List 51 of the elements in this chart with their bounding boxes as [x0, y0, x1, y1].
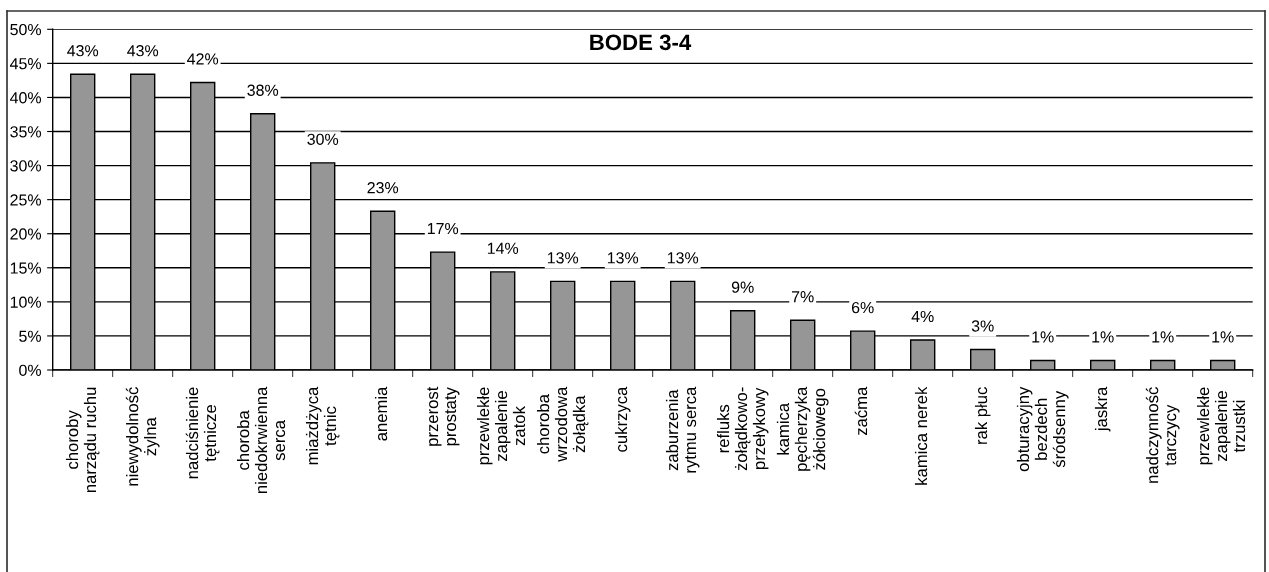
data-label: 42%: [187, 53, 219, 65]
data-label: 7%: [791, 291, 814, 303]
data-label: 1%: [1032, 331, 1054, 343]
y-tick-label: 45%: [9, 58, 42, 70]
data-label: 13%: [547, 252, 579, 264]
x-tick-label: anemia: [374, 386, 388, 441]
x-tick-label: obturacyjny bezdech śródsenny: [1016, 386, 1069, 472]
data-label: 1%: [1092, 331, 1114, 343]
x-tick-label: nadczynność tarczycy: [1145, 387, 1180, 483]
x-tick-label: zaburzenia rytmu serca: [665, 386, 700, 473]
data-label: 1%: [1212, 331, 1234, 343]
chart-title: BODE 3-4: [590, 34, 692, 51]
data-label: 3%: [971, 320, 994, 332]
data-label: 38%: [247, 84, 279, 96]
data-label: 6%: [851, 301, 874, 314]
data-label: 9%: [731, 281, 754, 293]
x-tick-label: kamica pęcherzyka żółciowego: [776, 386, 829, 471]
x-tick-label: choroba niedokrwienna serca: [236, 386, 286, 494]
x-tick-label: refluks żołądkowo- przełykowy: [716, 387, 769, 471]
x-tick-label: jaskra: [1094, 386, 1111, 432]
y-tick-label: 25%: [10, 194, 42, 206]
x-tick-label: miażdżyca tętnic: [305, 386, 340, 465]
x-tick-label: nadciśnienie tętnicze: [185, 387, 220, 479]
data-label: 43%: [67, 45, 99, 57]
data-label: 43%: [127, 45, 159, 57]
data-label: 17%: [427, 222, 459, 235]
x-tick-label: cukrzyca: [614, 386, 631, 452]
data-label: 23%: [367, 182, 399, 194]
x-tick-label: zaćma: [854, 386, 868, 436]
x-tick-label: przerost prostaty: [427, 386, 460, 446]
data-label: 14%: [487, 242, 519, 254]
y-tick-label: 15%: [10, 262, 42, 274]
y-tick-label: 35%: [10, 126, 42, 138]
y-tick-label: 0%: [19, 364, 42, 376]
data-label: 13%: [667, 252, 699, 264]
data-label: 13%: [607, 252, 639, 264]
x-tick-label: niewydolność żylna: [125, 387, 160, 486]
y-tick-label: 5%: [19, 330, 42, 342]
y-tick-label: 10%: [10, 296, 42, 308]
x-tick-label: przewlekłe zapalenie trzustki: [1196, 387, 1246, 465]
y-tick-label: 30%: [10, 160, 42, 172]
x-tick-label: rak płuc: [974, 387, 991, 444]
y-tick-label: 40%: [9, 92, 42, 104]
data-label: 4%: [911, 310, 934, 323]
y-tick-label: 20%: [10, 228, 42, 240]
data-label: 1%: [1152, 331, 1174, 343]
x-tick-label: choroby narządu ruchu: [65, 387, 100, 493]
x-tick-label: przewlekłe zapalenie zatok: [476, 387, 526, 465]
y-tick-label: 50%: [10, 23, 42, 36]
data-label: 30%: [307, 133, 339, 145]
x-tick-label: kamica nerek: [914, 386, 928, 485]
